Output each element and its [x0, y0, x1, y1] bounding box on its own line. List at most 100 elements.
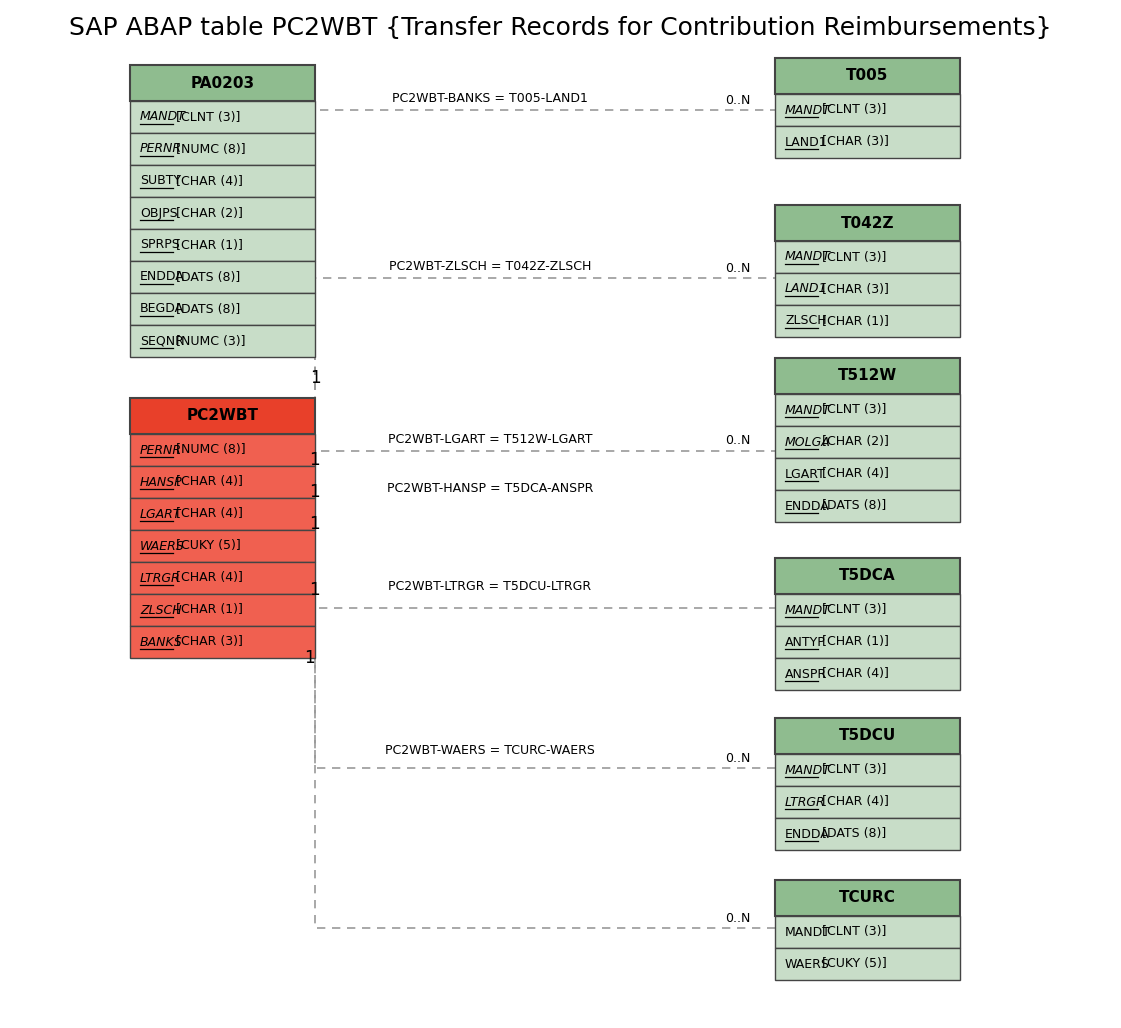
Text: [DATS (8)]: [DATS (8)] [817, 828, 886, 841]
FancyBboxPatch shape [775, 58, 960, 94]
Text: [CLNT (3)]: [CLNT (3)] [817, 104, 886, 116]
Text: [CHAR (1)]: [CHAR (1)] [817, 315, 888, 328]
Text: SUBTY: SUBTY [140, 175, 182, 187]
Text: [CUKY (5)]: [CUKY (5)] [173, 540, 241, 552]
Text: [CHAR (3)]: [CHAR (3)] [173, 635, 243, 649]
FancyBboxPatch shape [130, 197, 315, 229]
Text: SAP ABAP table PC2WBT {Transfer Records for Contribution Reimbursements}: SAP ABAP table PC2WBT {Transfer Records … [70, 16, 1051, 40]
Text: [CUKY (5)]: [CUKY (5)] [817, 957, 887, 970]
FancyBboxPatch shape [130, 101, 315, 133]
Text: T005: T005 [846, 69, 889, 83]
FancyBboxPatch shape [775, 358, 960, 394]
Text: T5DCU: T5DCU [839, 729, 896, 743]
Text: [CHAR (1)]: [CHAR (1)] [817, 635, 888, 649]
Text: [CHAR (4)]: [CHAR (4)] [173, 476, 243, 488]
Text: [CLNT (3)]: [CLNT (3)] [817, 251, 886, 263]
Text: SPRPS: SPRPS [140, 238, 179, 252]
Text: MANDT: MANDT [785, 251, 831, 263]
Text: PC2WBT-LTRGR = T5DCU-LTRGR: PC2WBT-LTRGR = T5DCU-LTRGR [389, 580, 592, 593]
Text: [CHAR (4)]: [CHAR (4)] [817, 667, 888, 681]
Text: PC2WBT-HANSP = T5DCA-ANSPR: PC2WBT-HANSP = T5DCA-ANSPR [387, 482, 593, 495]
Text: 1: 1 [309, 369, 321, 387]
Text: BANKS: BANKS [140, 635, 183, 649]
FancyBboxPatch shape [130, 626, 315, 658]
Text: [DATS (8)]: [DATS (8)] [817, 500, 886, 513]
Text: [CHAR (1)]: [CHAR (1)] [173, 603, 243, 617]
Text: T512W: T512W [837, 368, 897, 383]
Text: 0..N: 0..N [724, 912, 750, 924]
Text: LAND1: LAND1 [785, 136, 827, 148]
FancyBboxPatch shape [775, 754, 960, 786]
FancyBboxPatch shape [775, 458, 960, 490]
FancyBboxPatch shape [775, 426, 960, 458]
Text: PC2WBT-LGART = T512W-LGART: PC2WBT-LGART = T512W-LGART [388, 433, 592, 446]
Text: [CHAR (3)]: [CHAR (3)] [817, 136, 888, 148]
FancyBboxPatch shape [130, 229, 315, 261]
Text: [CLNT (3)]: [CLNT (3)] [817, 603, 886, 617]
FancyBboxPatch shape [775, 786, 960, 818]
FancyBboxPatch shape [130, 325, 315, 357]
Text: HANSP: HANSP [140, 476, 183, 488]
Text: 1: 1 [309, 581, 319, 599]
Text: [CLNT (3)]: [CLNT (3)] [173, 110, 241, 123]
Text: [CHAR (2)]: [CHAR (2)] [817, 436, 888, 448]
FancyBboxPatch shape [130, 498, 315, 530]
Text: LTRGR: LTRGR [785, 796, 826, 808]
FancyBboxPatch shape [775, 273, 960, 305]
Text: 1: 1 [309, 515, 319, 533]
Text: 1: 1 [309, 451, 319, 469]
Text: WAERS: WAERS [785, 957, 830, 970]
Text: PA0203: PA0203 [191, 75, 254, 90]
Text: MOLGA: MOLGA [785, 436, 831, 448]
FancyBboxPatch shape [130, 293, 315, 325]
FancyBboxPatch shape [775, 241, 960, 273]
FancyBboxPatch shape [775, 916, 960, 948]
Text: PC2WBT-BANKS = T005-LAND1: PC2WBT-BANKS = T005-LAND1 [392, 91, 587, 105]
Text: [CHAR (1)]: [CHAR (1)] [173, 238, 243, 252]
Text: OBJPS: OBJPS [140, 207, 177, 220]
FancyBboxPatch shape [130, 166, 315, 197]
Text: ZLSCH: ZLSCH [785, 315, 826, 328]
FancyBboxPatch shape [775, 490, 960, 522]
Text: TCURC: TCURC [839, 890, 896, 906]
Text: 1: 1 [305, 649, 315, 667]
Text: MANDT: MANDT [785, 925, 831, 939]
FancyBboxPatch shape [775, 880, 960, 916]
FancyBboxPatch shape [775, 126, 960, 158]
Text: ENDDA: ENDDA [785, 500, 830, 513]
Text: SEQNR: SEQNR [140, 334, 184, 347]
Text: WAERS: WAERS [140, 540, 185, 552]
FancyBboxPatch shape [775, 948, 960, 980]
FancyBboxPatch shape [775, 818, 960, 850]
Text: ENDDA: ENDDA [140, 270, 185, 284]
Text: 0..N: 0..N [724, 94, 750, 107]
FancyBboxPatch shape [775, 718, 960, 754]
Text: PC2WBT-ZLSCH = T042Z-ZLSCH: PC2WBT-ZLSCH = T042Z-ZLSCH [389, 260, 591, 273]
Text: [CLNT (3)]: [CLNT (3)] [817, 764, 886, 776]
Text: ENDDA: ENDDA [785, 828, 830, 841]
Text: PERNR: PERNR [140, 143, 182, 155]
Text: 0..N: 0..N [724, 435, 750, 447]
Text: MANDT: MANDT [785, 603, 831, 617]
Text: ZLSCH: ZLSCH [140, 603, 182, 617]
Text: LGART: LGART [140, 508, 182, 520]
Text: PC2WBT: PC2WBT [186, 408, 259, 424]
Text: [NUMC (8)]: [NUMC (8)] [173, 443, 247, 456]
Text: [DATS (8)]: [DATS (8)] [173, 270, 241, 284]
Text: [DATS (8)]: [DATS (8)] [173, 302, 241, 316]
FancyBboxPatch shape [775, 305, 960, 337]
Text: [CLNT (3)]: [CLNT (3)] [817, 404, 886, 416]
Text: 1: 1 [309, 483, 319, 501]
Text: LGART: LGART [785, 468, 826, 480]
Text: BEGDA: BEGDA [140, 302, 184, 316]
Text: ANTYP: ANTYP [785, 635, 826, 649]
FancyBboxPatch shape [130, 398, 315, 434]
Text: [CHAR (4)]: [CHAR (4)] [817, 796, 888, 808]
FancyBboxPatch shape [775, 626, 960, 658]
Text: [CHAR (4)]: [CHAR (4)] [173, 508, 243, 520]
Text: [CLNT (3)]: [CLNT (3)] [817, 925, 886, 939]
FancyBboxPatch shape [775, 558, 960, 594]
Text: T042Z: T042Z [841, 216, 895, 230]
Text: [CHAR (4)]: [CHAR (4)] [173, 175, 243, 187]
FancyBboxPatch shape [130, 466, 315, 498]
